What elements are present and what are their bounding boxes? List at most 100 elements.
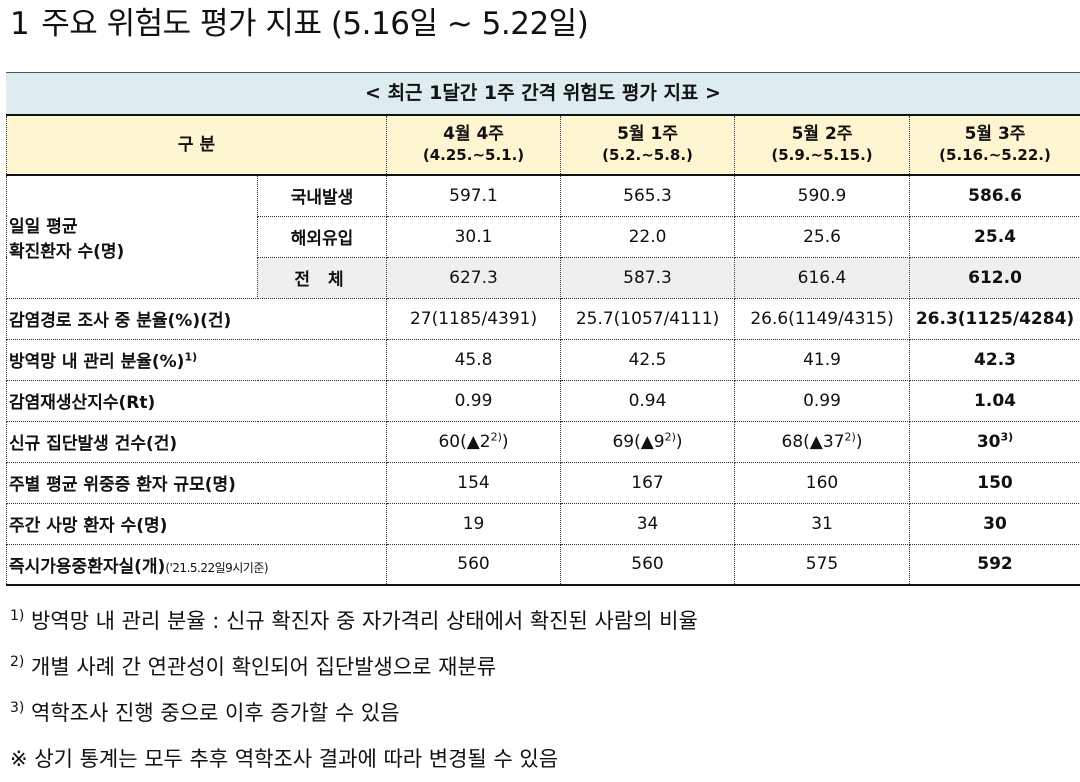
week-range: (4.25.~5.1.) [389, 145, 558, 166]
table-row-severe: 주별 평균 위중증 환자 규모(명) 154 167 160 150 [7, 462, 1080, 503]
table-caption: < 최근 1달간 1주 간격 위험도 평가 지표 > [6, 72, 1080, 115]
sub-row-label: 해외유입 [258, 216, 387, 257]
table-cell: 616.4 [735, 257, 910, 298]
row-label: 주별 평균 위중증 환자 규모(명) [7, 462, 387, 503]
table-cell: 627.3 [387, 257, 561, 298]
row-label: 신규 집단발생 건수(건) [7, 421, 387, 462]
week-label: 5월 1주 [563, 124, 732, 145]
row-label: 즉시가용중환자실(개)('21.5.22일9시기준) [7, 544, 387, 585]
table-cell: 27(1185/4391) [387, 298, 561, 339]
table-cell: 0.99 [387, 380, 561, 421]
table-cell: 167 [561, 462, 735, 503]
table-cell: 26.3(1125/4284) [910, 298, 1080, 339]
row-label: 감염경로 조사 중 분율(%)(건) [7, 298, 387, 339]
footnote-text: ※ 상기 통계는 모두 추후 역학조사 결과에 따라 변경될 수 있음 [10, 747, 558, 771]
header-category: 구 분 [7, 115, 387, 175]
footnote-marker: 3) [10, 700, 24, 716]
row-label-text: 즉시가용중환자실(개) [9, 557, 165, 577]
table-row-rt: 감염재생산지수(Rt) 0.99 0.94 0.99 1.04 [7, 380, 1080, 421]
table-cell: 612.0 [910, 257, 1080, 298]
section-heading: 1 주요 위험도 평가 지표 (5.16일 ~ 5.22일) [10, 2, 588, 46]
cell-text: 30 [977, 432, 1001, 452]
table-row-clusters: 신규 집단발생 건수(건) 60(▲22)) 69(▲92)) 68(▲372)… [7, 421, 1080, 462]
table-cell: 160 [735, 462, 910, 503]
footnotes: 1) 방역망 내 관리 분율 : 신규 확진자 중 자가격리 상태에서 확진된 … [10, 598, 698, 782]
table-header-row: 구 분 4월 4주(4.25.~5.1.) 5월 1주(5.2.~5.8.) 5… [7, 115, 1080, 175]
footnote-marker: 1) [184, 350, 197, 363]
table-cell: 575 [735, 544, 910, 585]
footnote-text: 역학조사 진행 중으로 이후 증가할 수 있음 [24, 701, 399, 725]
week-range: (5.9.~5.15.) [737, 145, 907, 166]
risk-indicator-table: 구 분 4월 4주(4.25.~5.1.) 5월 1주(5.2.~5.8.) 5… [6, 114, 1080, 586]
footnote-marker: 2) [845, 430, 856, 443]
table-cell: 69(▲92)) [561, 421, 735, 462]
table-cell: 31 [735, 503, 910, 544]
week-label: 4월 4주 [389, 124, 558, 145]
footnote-marker: 2) [10, 654, 24, 670]
table-row-managed-ratio: 방역망 내 관리 분율(%)1) 45.8 42.5 41.9 42.3 [7, 339, 1080, 380]
cell-text: 69(▲9 [612, 432, 664, 452]
row-label: 주간 사망 환자 수(명) [7, 503, 387, 544]
footnote-3: 3) 역학조사 진행 중으로 이후 증가할 수 있음 [10, 690, 698, 736]
table-cell: 592 [910, 544, 1080, 585]
table-row-route-unknown: 감염경로 조사 중 분율(%)(건) 27(1185/4391) 25.7(10… [7, 298, 1080, 339]
table-cell: 41.9 [735, 339, 910, 380]
footnote-1: 1) 방역망 내 관리 분율 : 신규 확진자 중 자가격리 상태에서 확진된 … [10, 598, 698, 644]
table-cell: 565.3 [561, 175, 735, 216]
table-cell: 30 [910, 503, 1080, 544]
column-header-week-3: 5월 2주(5.9.~5.15.) [735, 115, 910, 175]
cell-text: 60(▲2 [438, 432, 490, 452]
table-cell: 26.6(1149/4315) [735, 298, 910, 339]
table-cell: 590.9 [735, 175, 910, 216]
table-cell: 42.3 [910, 339, 1080, 380]
table-cell: 586.6 [910, 175, 1080, 216]
table-cell: 19 [387, 503, 561, 544]
table-cell: 34 [561, 503, 735, 544]
row-label-note: ('21.5.22일9시기준) [165, 561, 268, 575]
section-number: 1 [10, 6, 29, 42]
footnote-marker: 2) [491, 430, 502, 443]
sub-row-label: 국내발생 [258, 175, 387, 216]
footnote-2: 2) 개별 사례 간 연관성이 확인되어 집단발생으로 재분류 [10, 644, 698, 690]
table-cell: 560 [561, 544, 735, 585]
week-label: 5월 3주 [912, 124, 1078, 145]
table-cell: 0.99 [735, 380, 910, 421]
table-cell: 560 [387, 544, 561, 585]
cell-text: 68(▲37 [782, 432, 845, 452]
cell-text: ) [856, 432, 863, 452]
table-cell: 1.04 [910, 380, 1080, 421]
table-cell: 30.1 [387, 216, 561, 257]
table-cell: 0.94 [561, 380, 735, 421]
label-line: 일일 평균 [9, 212, 255, 237]
section-title: 주요 위험도 평가 지표 (5.16일 ~ 5.22일) [41, 6, 588, 42]
footnote-marker: 3) [1001, 430, 1014, 443]
table-cell: 150 [910, 462, 1080, 503]
footnote-marker: 2) [665, 430, 676, 443]
footnote-general: ※ 상기 통계는 모두 추후 역학조사 결과에 따라 변경될 수 있음 [10, 736, 698, 782]
column-header-week-1: 4월 4주(4.25.~5.1.) [387, 115, 561, 175]
table-cell: 25.7(1057/4111) [561, 298, 735, 339]
table-row-deaths: 주간 사망 환자 수(명) 19 34 31 30 [7, 503, 1080, 544]
row-label: 감염재생산지수(Rt) [7, 380, 387, 421]
column-header-week-2: 5월 1주(5.2.~5.8.) [561, 115, 735, 175]
label-line: 확진환자 수(명) [9, 237, 255, 262]
table-cell: 42.5 [561, 339, 735, 380]
cell-text: ) [676, 432, 683, 452]
table-cell: 60(▲22)) [387, 421, 561, 462]
table-cell: 45.8 [387, 339, 561, 380]
table-cell: 25.4 [910, 216, 1080, 257]
row-label-text: 방역망 내 관리 분율(%) [9, 352, 184, 372]
table-row-icu-beds: 즉시가용중환자실(개)('21.5.22일9시기준) 560 560 575 5… [7, 544, 1080, 585]
column-header-week-4: 5월 3주(5.16.~5.22.) [910, 115, 1080, 175]
footnote-text: 방역망 내 관리 분율 : 신규 확진자 중 자가격리 상태에서 확진된 사람의… [24, 609, 697, 633]
row-label: 방역망 내 관리 분율(%)1) [7, 339, 387, 380]
footnote-marker: 1) [10, 608, 24, 624]
table-cell: 587.3 [561, 257, 735, 298]
week-label: 5월 2주 [737, 124, 907, 145]
cell-text: ) [502, 432, 509, 452]
footnote-text: 개별 사례 간 연관성이 확인되어 집단발생으로 재분류 [24, 655, 496, 679]
table-cell: 154 [387, 462, 561, 503]
table-cell: 22.0 [561, 216, 735, 257]
